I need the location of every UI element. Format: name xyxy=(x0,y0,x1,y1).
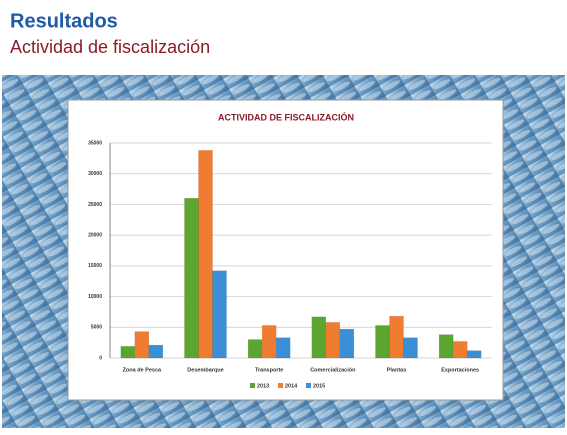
bar xyxy=(148,344,164,359)
chart: 0 5000 10000 15000 20000 25000 30000 35000 Zona … xyxy=(88,140,492,389)
legend-label: 2015 xyxy=(313,383,325,389)
slide-title: Resultados xyxy=(10,10,118,32)
y-tick-label: 15000 xyxy=(88,263,102,269)
x-tick-label: Exportaciones xyxy=(441,367,479,373)
bar xyxy=(198,150,213,359)
y-tick-label: 35000 xyxy=(88,140,102,146)
bar xyxy=(339,328,355,359)
bar xyxy=(247,339,263,359)
bar xyxy=(184,198,199,359)
y-tick-label: 0 xyxy=(99,355,102,361)
bar xyxy=(311,316,327,359)
y-tick-label: 20000 xyxy=(88,232,102,238)
legend-swatch xyxy=(306,383,311,388)
bar xyxy=(466,350,482,359)
x-tick-label: Transporte xyxy=(255,367,283,373)
chart-title: ACTIVIDAD DE FISCALIZACIÓN xyxy=(218,111,354,122)
legend-swatch xyxy=(250,383,255,388)
legend-label: 2013 xyxy=(257,383,269,389)
bar xyxy=(134,331,150,359)
y-tick-label: 10000 xyxy=(88,294,102,300)
bar xyxy=(403,337,418,359)
legend-swatch xyxy=(278,383,283,388)
bar xyxy=(325,322,341,359)
x-tick-label: Desembarque xyxy=(187,367,223,373)
bar xyxy=(452,341,468,359)
x-tick-label: Zona de Pesca xyxy=(123,367,162,373)
y-tick-label: 5000 xyxy=(91,325,102,331)
bar xyxy=(389,315,404,359)
y-tick-label: 30000 xyxy=(88,171,102,177)
bar xyxy=(375,325,390,359)
bar xyxy=(261,325,277,359)
legend-label: 2014 xyxy=(285,383,298,389)
slide-subtitle: Actividad de fiscalización xyxy=(10,37,210,57)
x-tick-label: Plantas xyxy=(387,367,407,373)
bar xyxy=(120,346,136,359)
y-tick-label: 25000 xyxy=(88,202,102,208)
x-tick-label: Comercialización xyxy=(310,367,356,373)
bar xyxy=(275,337,291,359)
bar xyxy=(438,334,454,359)
bar xyxy=(212,270,227,359)
